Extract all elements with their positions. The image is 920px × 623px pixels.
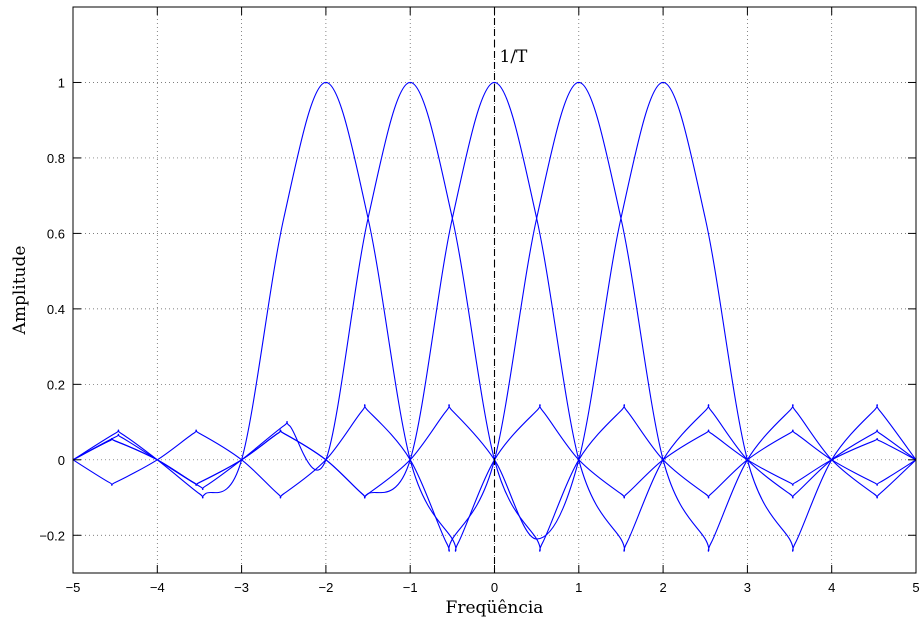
y-axis-label: Amplitude [10,246,30,336]
x-tick-label: 2 [659,580,666,595]
y-tick-labels: −0.2 0 0.2 0.4 0.6 0.8 1 [39,75,65,543]
y-tick-label: 0.4 [47,302,65,317]
x-tick-label: −5 [66,580,81,595]
series-line [72,81,917,552]
x-tick-label: −1 [403,580,418,595]
y-tick-label: 0.8 [47,151,65,166]
y-tick-label: 0.2 [47,377,65,392]
y-tick-label: 0 [58,453,65,468]
x-tick-label: 5 [912,580,919,595]
x-tick-label: −2 [318,580,333,595]
x-tick-label: 1 [575,580,582,595]
x-tick-label: −4 [150,580,165,595]
x-tick-label: 0 [491,580,498,595]
y-tick-label: −0.2 [39,528,65,543]
x-tick-labels: −5 −4 −3 −2 −1 0 1 2 3 4 5 [66,580,920,595]
x-tick-label: −3 [234,580,249,595]
series-line [72,81,917,552]
y-tick-label: 0.6 [47,226,65,241]
x-tick-label: 3 [744,580,751,595]
series-layer [72,81,917,552]
annotation-label: 1/T [500,47,529,67]
series-line [72,81,917,552]
y-tick-label: 1 [58,75,65,90]
ticks [72,7,917,573]
series-line [72,81,917,552]
x-tick-label: 4 [828,580,835,595]
x-axis-label: Freqüência [446,598,544,618]
grid [72,7,917,573]
